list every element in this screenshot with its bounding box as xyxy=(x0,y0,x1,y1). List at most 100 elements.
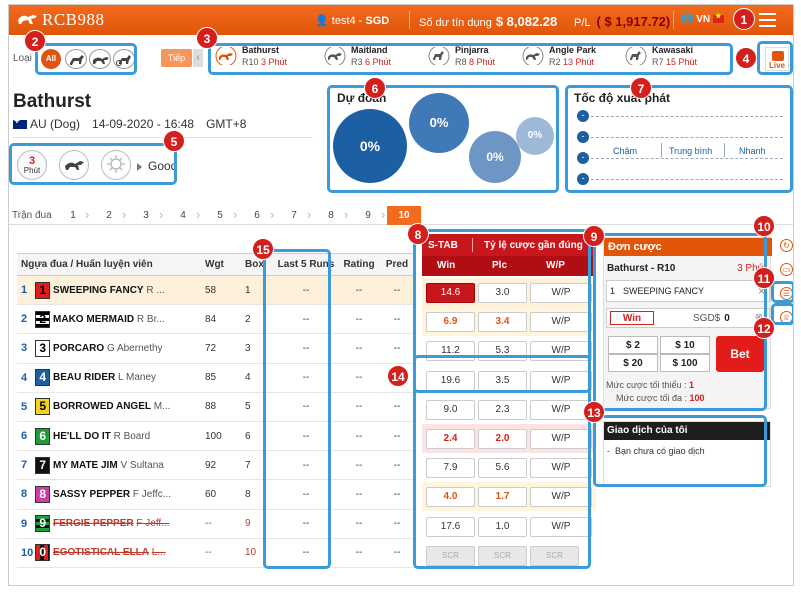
race-nav-item[interactable]: 2 xyxy=(106,210,112,221)
saddle-cloth-icon: 6 xyxy=(35,427,51,445)
filter-horse-button[interactable] xyxy=(65,49,87,69)
race-nav-item[interactable]: 4 xyxy=(180,210,186,221)
runner-number: 9 xyxy=(17,509,34,539)
chevron-right-icon: › xyxy=(159,207,164,222)
place-odds-button[interactable]: 3.0 xyxy=(478,283,527,303)
race-nav-item[interactable]: 8 xyxy=(328,210,334,221)
runner-rating: -- xyxy=(339,363,379,393)
header-divider xyxy=(409,11,410,29)
place-odds-button[interactable]: 1.0 xyxy=(478,516,527,537)
win-place-button[interactable]: W/P xyxy=(530,458,592,479)
place-odds-button[interactable]: 2.0 xyxy=(478,429,527,449)
win-odds-button[interactable]: 6.9 xyxy=(426,312,475,333)
trainer-name: F Jeffc... xyxy=(132,489,172,501)
win-place-button[interactable]: SCR xyxy=(530,545,579,566)
race-nav-item[interactable]: 3 xyxy=(143,210,149,221)
horse-icon xyxy=(428,47,450,65)
place-odds-button[interactable]: SCR xyxy=(478,545,527,566)
runner-weight: 85 xyxy=(205,363,245,393)
quick-stake-chip[interactable]: $ 10 xyxy=(660,336,710,354)
race-nav-item[interactable]: 6 xyxy=(254,210,260,221)
stab-label: S-TAB xyxy=(428,240,458,251)
filter-harness-button[interactable] xyxy=(113,49,135,69)
logo[interactable]: RCB988 xyxy=(17,10,105,30)
chevron-right-icon: › xyxy=(381,207,386,222)
race-nav-item[interactable]: 9 xyxy=(365,210,371,221)
upcoming-race-tab[interactable]: Bathurst R10 3 Phút xyxy=(215,45,288,71)
race-venue: Angle Park xyxy=(549,45,597,55)
forecast-bubble: 0% xyxy=(333,109,407,183)
table-row[interactable]: 10 0 EGOTISTICAL ELLA L... -- 10 -- -- -- xyxy=(17,538,415,568)
win-odds-button[interactable]: 14.6 xyxy=(426,283,475,303)
race-nav-item[interactable]: 7 xyxy=(291,210,297,221)
win-place-button[interactable]: W/P xyxy=(530,429,592,449)
win-place-button[interactable]: W/P xyxy=(530,283,592,303)
callout-badge: 5 xyxy=(163,130,185,152)
tv-small-icon[interactable]: ▭ xyxy=(780,263,793,276)
stake-input[interactable]: SGD$ 0 xyxy=(693,313,730,324)
win-place-button[interactable]: W/P xyxy=(530,399,592,420)
win-odds-button[interactable]: 7.9 xyxy=(426,458,475,479)
runner-box: 1 xyxy=(245,275,273,306)
bet-slip-countdown: 3 Phút xyxy=(737,263,766,274)
quick-stake-chip[interactable]: $ 2 xyxy=(608,336,658,354)
tv-icon xyxy=(772,51,784,61)
runner-box: 9 xyxy=(245,509,273,539)
upcoming-race-tab[interactable]: Maitland R3 6 Phút xyxy=(324,45,391,71)
user-info[interactable]: 👤 test4 - SGD xyxy=(315,15,390,27)
place-odds-button[interactable]: 1.7 xyxy=(478,487,527,508)
win-place-button[interactable]: W/P xyxy=(530,312,592,333)
greyhound-icon xyxy=(93,57,109,64)
refresh-icon[interactable]: ↻ xyxy=(780,239,793,252)
upcoming-race-tab[interactable]: Kawasaki R7 15 Phút xyxy=(625,45,697,71)
app-frame: RCB988 👤 test4 - SGD Số dư tín dụng $ 8,0… xyxy=(8,4,794,586)
place-odds-button[interactable]: 3.4 xyxy=(478,312,527,333)
filter-all-button[interactable]: All xyxy=(41,49,61,69)
race-nav-item[interactable]: 5 xyxy=(217,210,223,221)
transactions-title: Giao dịch của tôi xyxy=(604,422,770,440)
filter-greyhound-button[interactable] xyxy=(89,49,111,69)
quick-stake-chip[interactable]: $ 100 xyxy=(660,354,710,372)
upcoming-race-tab[interactable]: Pinjarra R8 8 Phút xyxy=(428,45,495,71)
race-countdown: 3 Phút xyxy=(261,57,288,67)
hamburger-menu-icon[interactable] xyxy=(759,13,776,27)
scroll-left-arrow-icon[interactable]: ‹ xyxy=(193,49,203,67)
speed-label-medium: Trung bình xyxy=(669,146,713,156)
place-odds-button[interactable]: 2.3 xyxy=(478,399,527,420)
track-condition: Good xyxy=(148,159,178,173)
win-odds-button[interactable]: 4.0 xyxy=(426,487,475,508)
runner-table: Ngựa đua / Huấn luyện viên Wgt Box Last … xyxy=(17,253,415,568)
next-button[interactable]: Tiếp xyxy=(161,49,192,67)
win-place-button[interactable]: W/P xyxy=(530,516,592,537)
remove-selection-icon[interactable]: × xyxy=(757,284,765,298)
win-odds-button[interactable]: SCR xyxy=(426,545,475,566)
language-selector[interactable]: 🌐 VN xyxy=(681,12,725,25)
race-nav-item[interactable]: 1 xyxy=(70,210,76,221)
bet-type-badge[interactable]: Win xyxy=(610,311,654,325)
greyhound-icon xyxy=(65,161,84,170)
win-odds-button[interactable]: 9.0 xyxy=(426,399,475,420)
speed-divider xyxy=(724,143,725,157)
runner-pred: -- xyxy=(379,275,415,306)
place-bet-button[interactable]: Bet xyxy=(716,336,764,372)
runner-name: MY MATE JIM xyxy=(53,459,118,471)
runner-weight: 58 xyxy=(205,275,245,306)
race-nav-item-active[interactable]: 10 xyxy=(387,206,421,225)
upcoming-race-tab[interactable]: Angle Park R2 13 Phút xyxy=(522,45,597,71)
quick-stake-chip[interactable]: $ 20 xyxy=(608,354,658,372)
win-odds-button[interactable]: 17.6 xyxy=(426,516,475,537)
win-odds-button[interactable]: 2.4 xyxy=(426,429,475,449)
forecast-bubble: 0% xyxy=(516,117,554,155)
place-odds-button[interactable]: 5.6 xyxy=(478,458,527,479)
live-stream-button[interactable]: Live xyxy=(765,47,789,71)
win-place-button[interactable]: W/P xyxy=(530,487,592,508)
